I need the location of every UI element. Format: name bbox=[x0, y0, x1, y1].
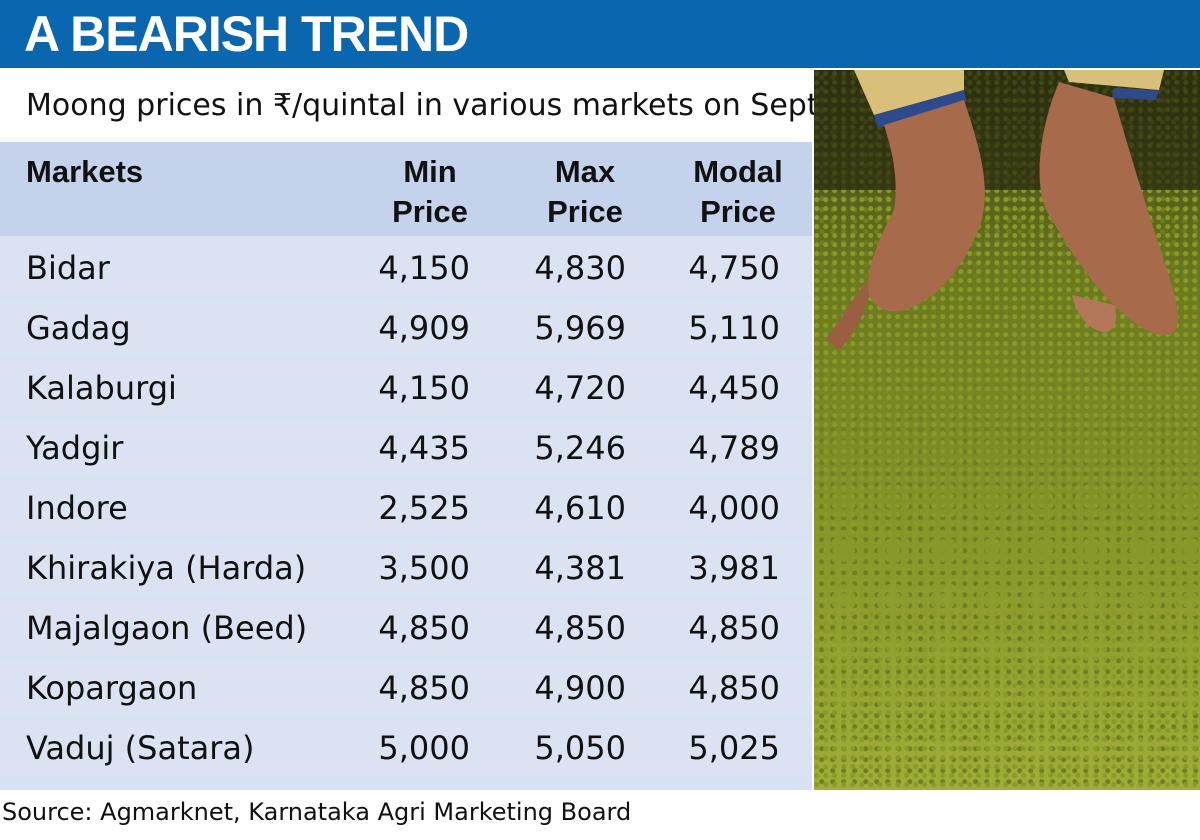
cell-modal-price: 4,850 bbox=[688, 669, 780, 707]
header-max-line1: Max bbox=[554, 154, 616, 189]
cell-modal-price: 4,000 bbox=[688, 489, 780, 527]
header-markets: Markets bbox=[26, 152, 143, 192]
cell-max-price: 4,720 bbox=[534, 369, 626, 407]
cell-market: Khirakiya (Harda) bbox=[26, 549, 307, 587]
cell-min-price: 4,850 bbox=[378, 669, 470, 707]
title-tab: A BEARISH TREND bbox=[0, 0, 469, 68]
table-row: Kopargaon 4,850 4,900 4,850 bbox=[0, 660, 812, 716]
cell-max-price: 5,246 bbox=[534, 429, 626, 467]
cell-max-price: 4,610 bbox=[534, 489, 626, 527]
cell-modal-price: 4,750 bbox=[688, 249, 780, 287]
chart-subtitle: Moong prices in ₹/quintal in various mar… bbox=[26, 88, 848, 123]
cell-max-price: 5,050 bbox=[534, 729, 626, 767]
cell-market: Majalgaon (Beed) bbox=[26, 609, 308, 647]
cell-market: Gadag bbox=[26, 309, 131, 347]
header-modal-line1: Modal bbox=[693, 154, 783, 189]
cell-modal-price: 3,981 bbox=[688, 549, 780, 587]
cell-max-price: 4,381 bbox=[534, 549, 626, 587]
header-max-line2: Price bbox=[547, 194, 623, 229]
cell-min-price: 4,909 bbox=[378, 309, 470, 347]
title-banner: A BEARISH TREND bbox=[0, 0, 1200, 68]
header-max-price: Max Price bbox=[505, 152, 665, 232]
cell-min-price: 4,150 bbox=[378, 369, 470, 407]
header-min-line2: Price bbox=[392, 194, 468, 229]
cell-min-price: 4,850 bbox=[378, 609, 470, 647]
header-markets-line: Markets bbox=[26, 154, 144, 189]
cell-modal-price: 5,025 bbox=[688, 729, 780, 767]
table-header: Markets Min Price Max Price Modal Price bbox=[0, 142, 812, 236]
table-body: Bidar 4,150 4,830 4,750 Gadag 4,909 5,96… bbox=[0, 240, 812, 780]
table-row: Vaduj (Satara) 5,000 5,050 5,025 bbox=[0, 720, 812, 776]
cell-modal-price: 4,450 bbox=[688, 369, 780, 407]
table-row: Kalaburgi 4,150 4,720 4,450 bbox=[0, 360, 812, 416]
cell-max-price: 4,850 bbox=[534, 609, 626, 647]
cell-market: Yadgir bbox=[26, 429, 124, 467]
cell-modal-price: 4,850 bbox=[688, 609, 780, 647]
header-modal-price: Modal Price bbox=[658, 152, 818, 232]
cell-market: Indore bbox=[26, 489, 128, 527]
table-row: Indore 2,525 4,610 4,000 bbox=[0, 480, 812, 536]
source-note: Source: Agmarknet, Karnataka Agri Market… bbox=[2, 798, 632, 826]
table-row: Khirakiya (Harda) 3,500 4,381 3,981 bbox=[0, 540, 812, 596]
header-modal-line2: Price bbox=[700, 194, 776, 229]
moong-beans-photo bbox=[814, 70, 1200, 790]
hands-in-beans-icon bbox=[814, 70, 1200, 350]
cell-min-price: 4,435 bbox=[378, 429, 470, 467]
cell-min-price: 3,500 bbox=[378, 549, 470, 587]
cell-modal-price: 4,789 bbox=[688, 429, 780, 467]
header-min-price: Min Price bbox=[350, 152, 510, 232]
cell-modal-price: 5,110 bbox=[688, 309, 780, 347]
table-row: Yadgir 4,435 5,246 4,789 bbox=[0, 420, 812, 476]
chart-title: A BEARISH TREND bbox=[24, 6, 469, 62]
cell-market: Kopargaon bbox=[26, 669, 198, 707]
cell-market: Kalaburgi bbox=[26, 369, 177, 407]
header-min-line1: Min bbox=[403, 154, 457, 189]
cell-market: Bidar bbox=[26, 249, 110, 287]
cell-max-price: 5,969 bbox=[534, 309, 626, 347]
cell-max-price: 4,830 bbox=[534, 249, 626, 287]
table-row: Bidar 4,150 4,830 4,750 bbox=[0, 240, 812, 296]
cell-market: Vaduj (Satara) bbox=[26, 729, 255, 767]
cell-min-price: 5,000 bbox=[378, 729, 470, 767]
cell-min-price: 2,525 bbox=[378, 489, 470, 527]
cell-max-price: 4,900 bbox=[534, 669, 626, 707]
price-table: Markets Min Price Max Price Modal Price … bbox=[0, 142, 812, 790]
cell-min-price: 4,150 bbox=[378, 249, 470, 287]
table-row: Gadag 4,909 5,969 5,110 bbox=[0, 300, 812, 356]
table-row: Majalgaon (Beed) 4,850 4,850 4,850 bbox=[0, 600, 812, 656]
